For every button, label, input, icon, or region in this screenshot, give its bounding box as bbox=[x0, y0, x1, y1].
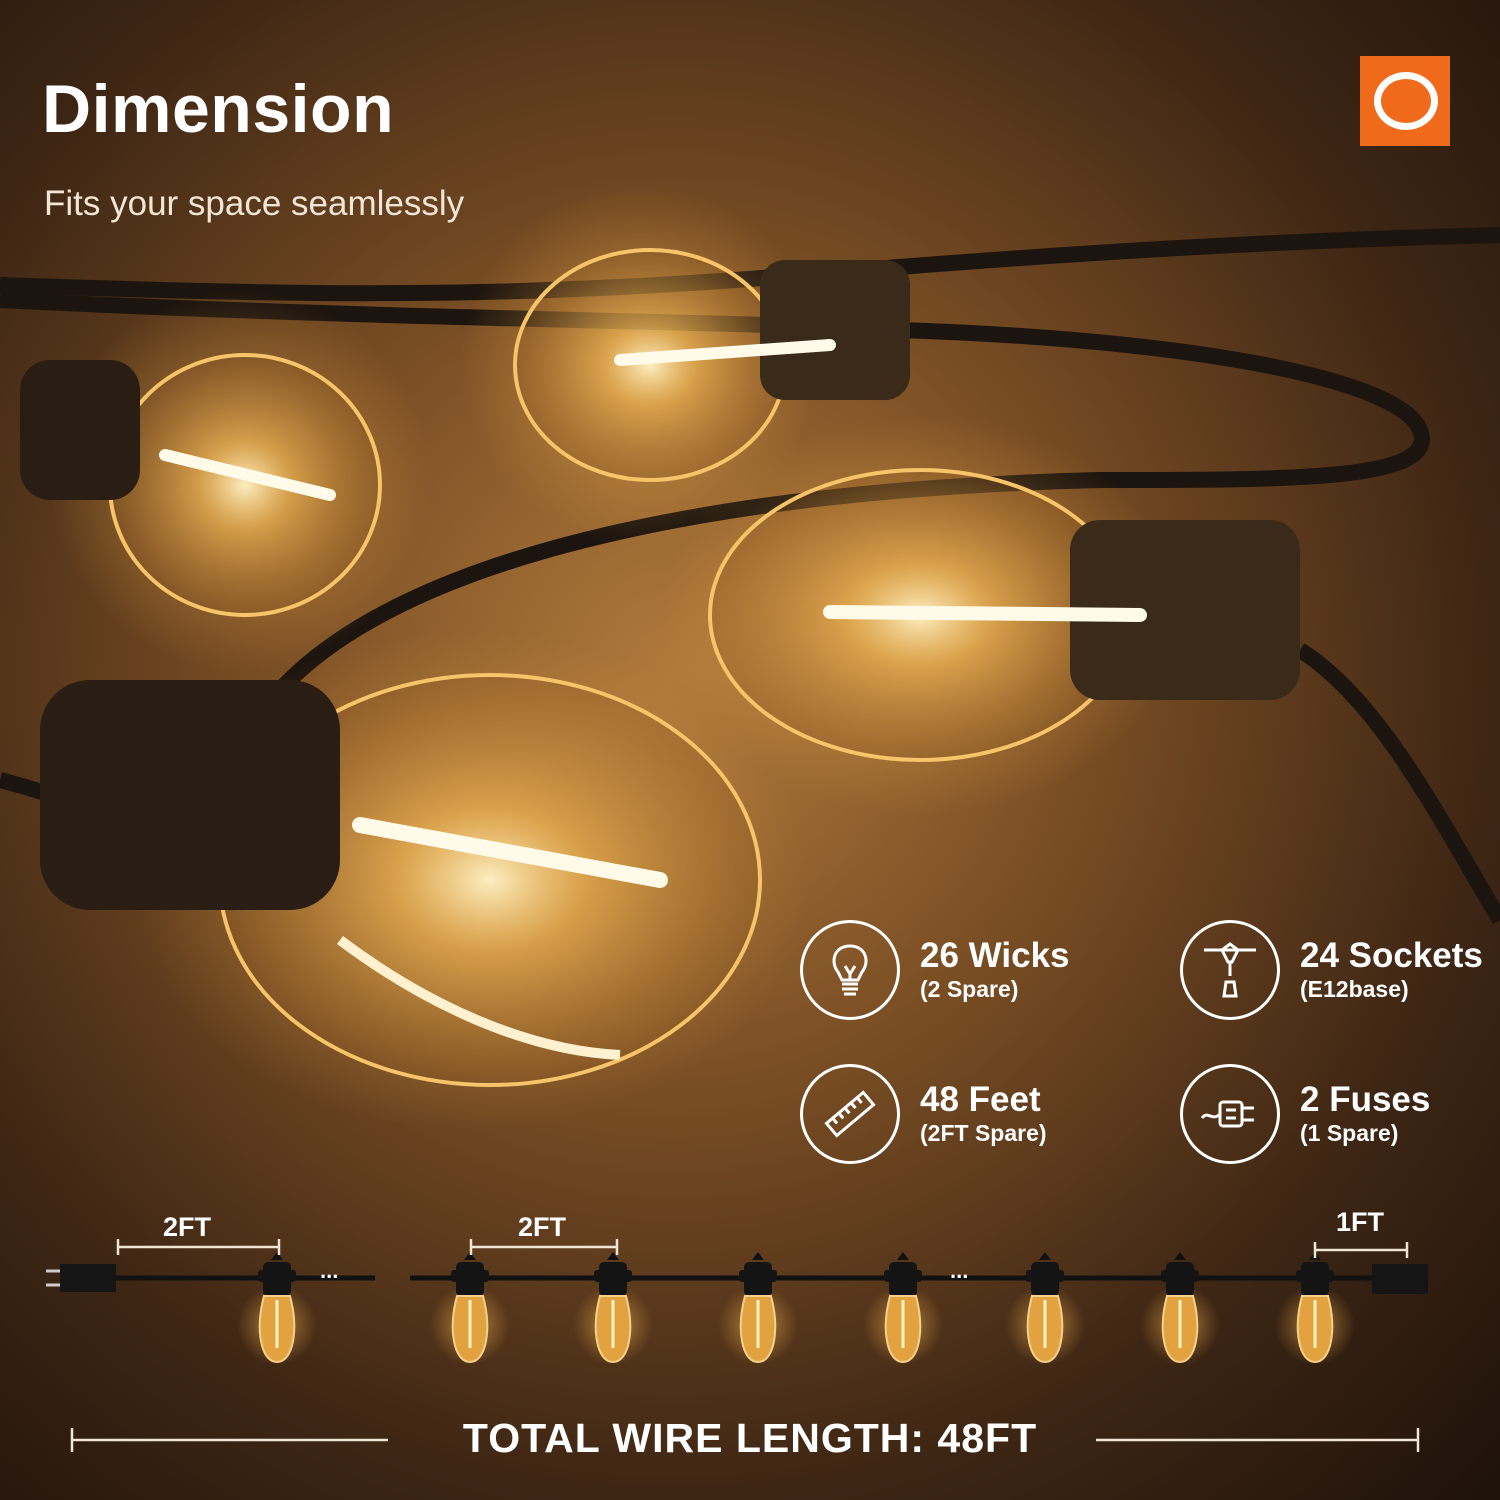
ellipsis-2: ... bbox=[950, 1258, 969, 1283]
page-title: Dimension bbox=[42, 71, 395, 147]
mini-bulb bbox=[237, 1252, 317, 1365]
spec-sub: (2 Spare) bbox=[920, 976, 1019, 1002]
dimension-plug-to-first: 2FT bbox=[163, 1212, 212, 1242]
spec-main: 48 Feet bbox=[920, 1080, 1041, 1119]
spec-main: 2 Fuses bbox=[1300, 1080, 1431, 1119]
brand-logo bbox=[1360, 56, 1450, 146]
big-bulb-3 bbox=[660, 415, 1300, 815]
dimension-lines bbox=[70, 1239, 1420, 1452]
mini-bulb bbox=[1005, 1252, 1085, 1365]
big-bulb-4 bbox=[40, 630, 810, 1130]
spec-fuses: 2 Fuses (1 Spare) bbox=[1180, 1064, 1430, 1164]
mini-bulb bbox=[1275, 1252, 1355, 1365]
mini-bulb bbox=[430, 1252, 510, 1365]
mini-bulb bbox=[863, 1252, 943, 1365]
dimension-last-to-end: 1FT bbox=[1336, 1207, 1385, 1237]
plug-icon bbox=[46, 1264, 116, 1292]
big-bulb-2 bbox=[460, 185, 910, 545]
spec-feet: 48 Feet (2FT Spare) bbox=[800, 1064, 1047, 1164]
light-bulb-icon bbox=[800, 920, 900, 1020]
mini-bulb bbox=[1140, 1252, 1220, 1365]
ellipsis-1: ... bbox=[320, 1258, 339, 1283]
spec-wicks: 26 Wicks (2 Spare) bbox=[800, 920, 1070, 1020]
ruler-icon bbox=[800, 1064, 900, 1164]
spec-sub: (2FT Spare) bbox=[920, 1120, 1047, 1146]
total-wire-length: TOTAL WIRE LENGTH: 48FT bbox=[462, 1415, 1038, 1461]
spec-main: 26 Wicks bbox=[920, 936, 1070, 975]
spec-main: 24 Sockets bbox=[1300, 936, 1483, 975]
end-connector-icon bbox=[1372, 1264, 1428, 1294]
big-bulb-1 bbox=[20, 290, 430, 670]
spec-sockets: 24 Sockets (E12base) bbox=[1180, 920, 1483, 1020]
mini-bulb bbox=[573, 1252, 653, 1365]
mini-bulb bbox=[718, 1252, 798, 1365]
plug-fuse-icon bbox=[1180, 1064, 1280, 1164]
string-diagram bbox=[46, 1239, 1428, 1452]
spec-sub: (1 Spare) bbox=[1300, 1120, 1399, 1146]
page-subtitle: Fits your space seamlessly bbox=[44, 184, 465, 223]
dimension-bulb-spacing: 2FT bbox=[518, 1212, 567, 1242]
spec-sub: (E12base) bbox=[1300, 976, 1409, 1002]
socket-icon bbox=[1180, 920, 1280, 1020]
